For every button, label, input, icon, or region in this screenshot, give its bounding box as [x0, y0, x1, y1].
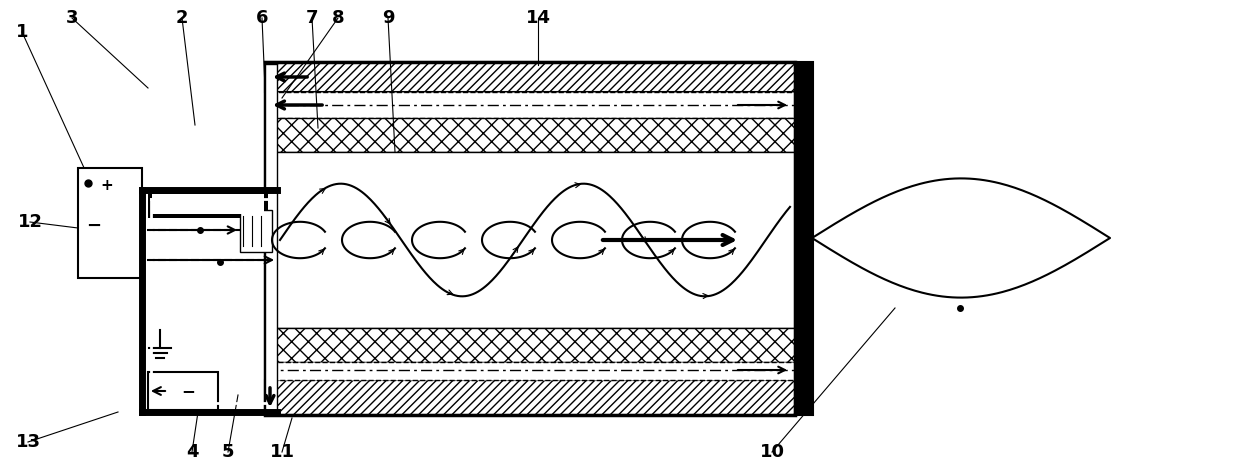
Text: +: + — [100, 178, 113, 194]
Text: 3: 3 — [66, 9, 78, 27]
Bar — [795, 62, 813, 415]
Text: 11: 11 — [269, 443, 295, 461]
Bar — [265, 118, 795, 152]
Bar — [78, 168, 143, 278]
Bar — [153, 194, 264, 214]
Bar — [265, 92, 795, 118]
Bar — [265, 362, 795, 380]
Text: 14: 14 — [526, 9, 551, 27]
Bar — [265, 380, 795, 415]
Text: 13: 13 — [15, 433, 41, 451]
Text: 5: 5 — [222, 443, 234, 461]
Bar — [265, 62, 795, 92]
Bar — [148, 372, 218, 410]
Text: 6: 6 — [255, 9, 268, 27]
Text: 10: 10 — [759, 443, 785, 461]
Text: 12: 12 — [17, 213, 42, 231]
Text: 1: 1 — [16, 23, 29, 41]
Bar — [265, 62, 795, 415]
Bar — [265, 328, 795, 362]
Text: 4: 4 — [186, 443, 198, 461]
Text: 2: 2 — [176, 9, 188, 27]
Bar — [265, 64, 277, 413]
Text: 9: 9 — [382, 9, 394, 27]
Text: 8: 8 — [331, 9, 345, 27]
Bar — [148, 190, 268, 218]
Bar — [265, 152, 795, 328]
Bar — [241, 210, 272, 252]
Text: −: − — [181, 382, 195, 400]
Text: 7: 7 — [306, 9, 319, 27]
Text: −: − — [86, 217, 102, 235]
